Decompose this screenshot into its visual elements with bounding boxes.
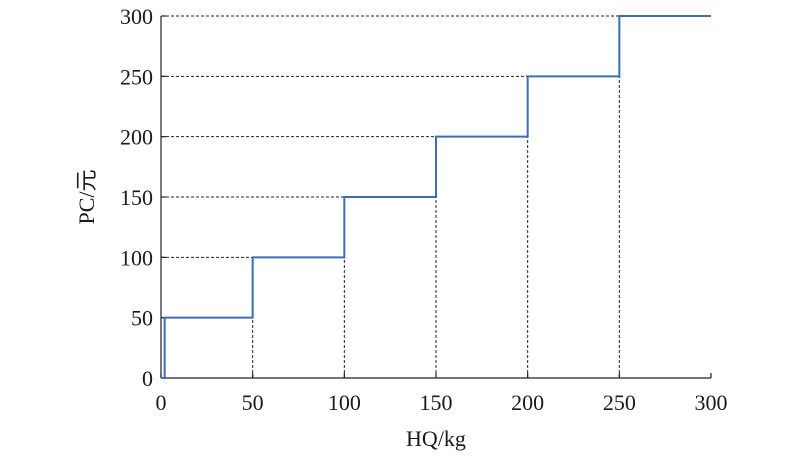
series-group [161,15,711,379]
x-tick-label: 50 [242,390,264,415]
y-tick-label: 200 [120,125,153,150]
guide-lines [161,15,711,378]
y-tick-label: 300 [120,4,153,29]
x-ticks: 0 50 100 150 200 250 300 [156,373,728,415]
y-tick-label: 150 [120,185,153,210]
x-axis-label: HQ/kg [406,426,466,451]
y-tick-label: 100 [120,245,153,270]
y-tick-label: 0 [142,366,153,391]
x-tick-label: 300 [695,390,728,415]
y-tick-label: 50 [131,306,153,331]
x-tick-label: 250 [603,390,636,415]
y-axis-label: PC/元 [74,169,99,224]
y-tick-label: 250 [120,64,153,89]
x-tick-label: 100 [328,390,361,415]
x-tick-label: 150 [420,390,453,415]
x-tick-label: 200 [511,390,544,415]
y-ticks: 0 50 100 150 200 250 300 [120,4,166,391]
x-tick-label: 0 [156,390,167,415]
series-line [161,15,711,379]
